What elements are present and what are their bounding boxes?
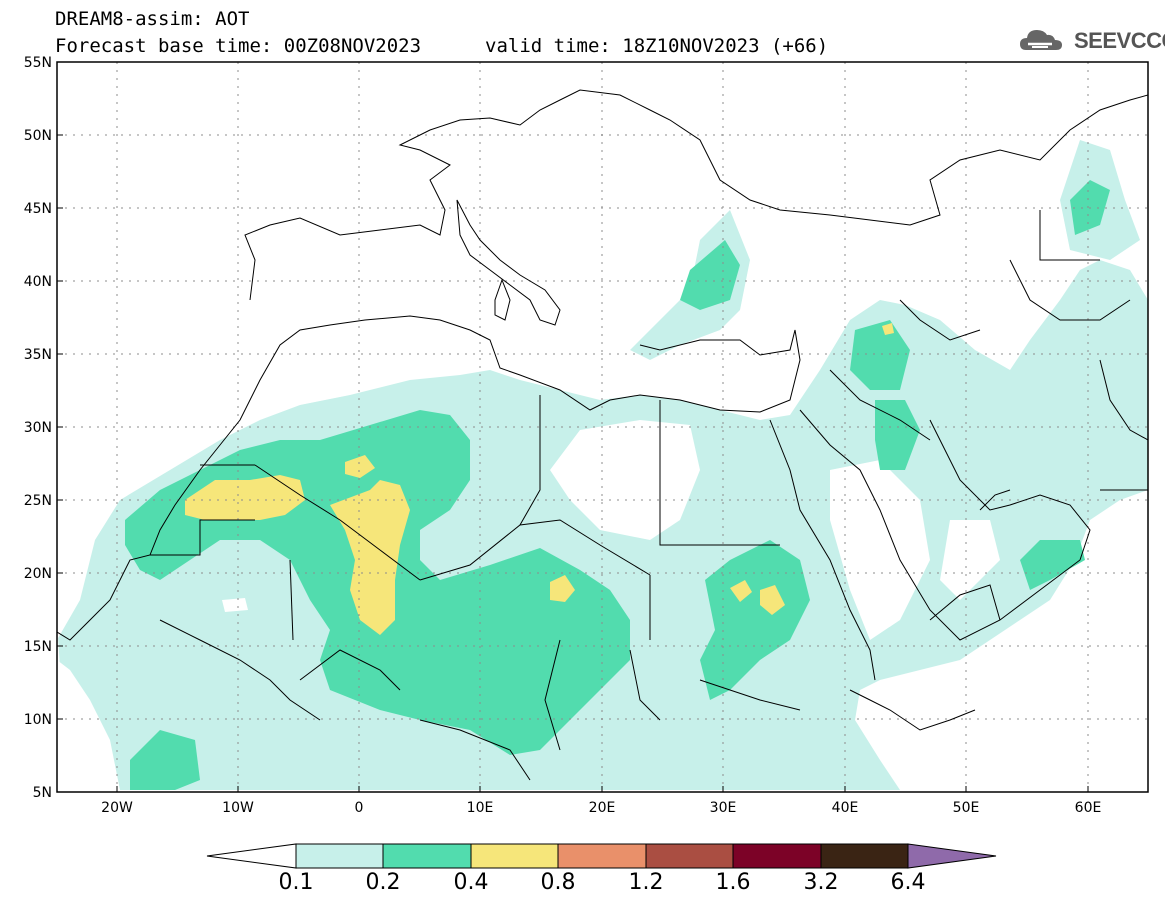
colorbar-swatch	[820, 843, 909, 869]
axis-ticks	[57, 61, 1089, 793]
colorbar-label: 0.8	[540, 870, 576, 895]
graticule	[57, 62, 1148, 792]
colorbar-label: 3.2	[803, 870, 839, 895]
lat-label: 30N	[24, 420, 52, 436]
lon-label: 60E	[1075, 800, 1102, 816]
lon-label: 10W	[222, 800, 254, 816]
cloud-logo-icon	[1020, 30, 1062, 50]
lon-label: 20W	[101, 800, 133, 816]
coastlines	[57, 89, 1148, 781]
colorbar-label: 1.2	[628, 870, 664, 895]
lon-label: 30E	[710, 800, 737, 816]
latitude-labels: 55N 50N 45N 40N 35N 30N 25N 20N 15N 10N …	[24, 55, 52, 801]
colorbar-swatch	[382, 843, 472, 869]
lon-label: 10E	[467, 800, 494, 816]
colorbar-label: 6.4	[890, 870, 926, 895]
aot-level-0-4	[185, 323, 894, 635]
colorbar-label: 0.2	[365, 870, 401, 895]
colorbar-label: 1.6	[715, 870, 751, 895]
lon-label: 20E	[589, 800, 616, 816]
colorbar	[206, 843, 997, 869]
model-title: DREAM8-assim: AOT	[55, 8, 250, 30]
colorbar-swatch	[557, 843, 647, 869]
lat-label: 45N	[24, 201, 52, 217]
lon-label: 40E	[832, 800, 859, 816]
colorbar-label: 0.1	[278, 870, 314, 895]
colorbar-label: 0.4	[453, 870, 489, 895]
colorbar-swatch	[732, 843, 822, 869]
lat-label: 5N	[33, 785, 52, 801]
lat-label: 10N	[24, 712, 52, 728]
colorbar-high-arrow	[907, 843, 997, 869]
lat-label: 50N	[24, 128, 52, 144]
lat-label: 55N	[24, 55, 52, 71]
logo-text: SEEVCCC	[1074, 28, 1165, 53]
lon-label: 50E	[953, 800, 980, 816]
lat-label: 40N	[24, 274, 52, 290]
longitude-labels: 20W 10W 0 10E 20E 30E 40E 50E 60E	[101, 800, 1101, 816]
lat-label: 35N	[24, 347, 52, 363]
lat-label: 20N	[24, 566, 52, 582]
base-time-text: Forecast base time: 00Z08NOV2023	[55, 35, 422, 57]
aot-holes	[57, 420, 1000, 705]
colorbar-swatch	[295, 843, 384, 869]
colorbar-low-arrow	[206, 843, 297, 869]
lon-label: 0	[355, 800, 364, 816]
lat-label: 25N	[24, 493, 52, 509]
colorbar-swatch	[645, 843, 734, 869]
lat-label: 15N	[24, 639, 52, 655]
valid-time-text: valid time: 18Z10NOV2023 (+66)	[485, 35, 829, 57]
colorbar-swatch	[470, 843, 559, 869]
